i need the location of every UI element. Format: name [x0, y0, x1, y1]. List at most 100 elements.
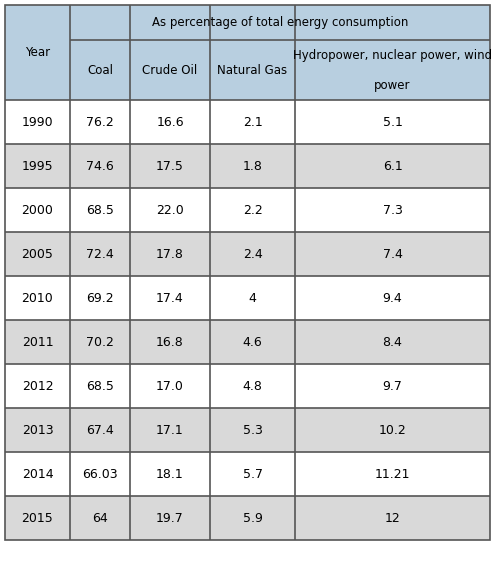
Bar: [210, 276, 295, 320]
Text: 10.2: 10.2: [379, 423, 406, 436]
Bar: [295, 320, 490, 364]
Text: 2012: 2012: [22, 380, 53, 392]
Text: 4.8: 4.8: [243, 380, 262, 392]
Text: 1995: 1995: [22, 159, 53, 172]
Text: 4: 4: [248, 291, 256, 304]
Text: 2.2: 2.2: [243, 203, 262, 217]
Bar: [70, 452, 130, 496]
Bar: [70, 320, 130, 364]
Text: 17.1: 17.1: [156, 423, 184, 436]
Text: 76.2: 76.2: [86, 116, 114, 128]
Text: 8.4: 8.4: [383, 335, 402, 349]
Text: 11.21: 11.21: [375, 468, 410, 481]
Text: 70.2: 70.2: [86, 335, 114, 349]
Bar: [70, 276, 130, 320]
Text: 2000: 2000: [22, 203, 53, 217]
Text: 7.4: 7.4: [383, 248, 402, 260]
Bar: [295, 408, 490, 452]
Bar: [295, 496, 490, 540]
Bar: [130, 320, 210, 364]
Bar: [5, 100, 70, 144]
Text: 2011: 2011: [22, 335, 53, 349]
Bar: [295, 232, 490, 276]
Bar: [295, 276, 490, 320]
Text: Coal: Coal: [87, 64, 113, 77]
Text: 2.4: 2.4: [243, 248, 262, 260]
Text: 5.9: 5.9: [243, 512, 262, 524]
Bar: [70, 496, 130, 540]
Bar: [210, 496, 295, 540]
Text: 5.7: 5.7: [243, 468, 262, 481]
Bar: [130, 408, 210, 452]
Bar: [70, 40, 130, 100]
Text: 9.7: 9.7: [383, 380, 402, 392]
Bar: [5, 5, 70, 100]
Text: Hydropower, nuclear power, wind

power: Hydropower, nuclear power, wind power: [293, 48, 492, 92]
Bar: [210, 232, 295, 276]
Bar: [5, 320, 70, 364]
Text: 6.1: 6.1: [383, 159, 402, 172]
Text: 16.6: 16.6: [156, 116, 184, 128]
Bar: [5, 188, 70, 232]
Bar: [295, 452, 490, 496]
Text: 67.4: 67.4: [86, 423, 114, 436]
Bar: [5, 276, 70, 320]
Text: 2010: 2010: [22, 291, 53, 304]
Bar: [130, 276, 210, 320]
Bar: [5, 452, 70, 496]
Bar: [210, 188, 295, 232]
Bar: [210, 320, 295, 364]
Bar: [70, 364, 130, 408]
Bar: [70, 144, 130, 188]
Text: 2.1: 2.1: [243, 116, 262, 128]
Text: 72.4: 72.4: [86, 248, 114, 260]
Bar: [70, 5, 490, 40]
Text: 74.6: 74.6: [86, 159, 114, 172]
Bar: [295, 40, 490, 100]
Text: 2005: 2005: [22, 248, 53, 260]
Bar: [130, 188, 210, 232]
Bar: [130, 496, 210, 540]
Text: 5.1: 5.1: [383, 116, 402, 128]
Text: As percentage of total energy consumption: As percentage of total energy consumptio…: [152, 16, 408, 29]
Bar: [295, 100, 490, 144]
Bar: [210, 144, 295, 188]
Text: 68.5: 68.5: [86, 203, 114, 217]
Bar: [5, 364, 70, 408]
Text: 17.8: 17.8: [156, 248, 184, 260]
Text: 64: 64: [92, 512, 108, 524]
Bar: [130, 40, 210, 100]
Bar: [70, 188, 130, 232]
Text: 7.3: 7.3: [383, 203, 402, 217]
Text: 12: 12: [385, 512, 400, 524]
Text: 1.8: 1.8: [243, 159, 262, 172]
Text: Crude Oil: Crude Oil: [143, 64, 198, 77]
Bar: [130, 232, 210, 276]
Text: 16.8: 16.8: [156, 335, 184, 349]
Bar: [5, 408, 70, 452]
Text: 68.5: 68.5: [86, 380, 114, 392]
Text: 66.03: 66.03: [82, 468, 118, 481]
Text: 1990: 1990: [22, 116, 53, 128]
Bar: [130, 452, 210, 496]
Text: 18.1: 18.1: [156, 468, 184, 481]
Bar: [130, 144, 210, 188]
Bar: [210, 40, 295, 100]
Bar: [70, 100, 130, 144]
Bar: [130, 364, 210, 408]
Bar: [295, 188, 490, 232]
Text: 2013: 2013: [22, 423, 53, 436]
Text: Natural Gas: Natural Gas: [217, 64, 288, 77]
Bar: [5, 232, 70, 276]
Bar: [70, 232, 130, 276]
Text: 17.5: 17.5: [156, 159, 184, 172]
Text: 22.0: 22.0: [156, 203, 184, 217]
Text: 4.6: 4.6: [243, 335, 262, 349]
Text: 2015: 2015: [22, 512, 53, 524]
Bar: [70, 408, 130, 452]
Bar: [210, 100, 295, 144]
Bar: [295, 364, 490, 408]
Text: 5.3: 5.3: [243, 423, 262, 436]
Bar: [5, 496, 70, 540]
Bar: [210, 408, 295, 452]
